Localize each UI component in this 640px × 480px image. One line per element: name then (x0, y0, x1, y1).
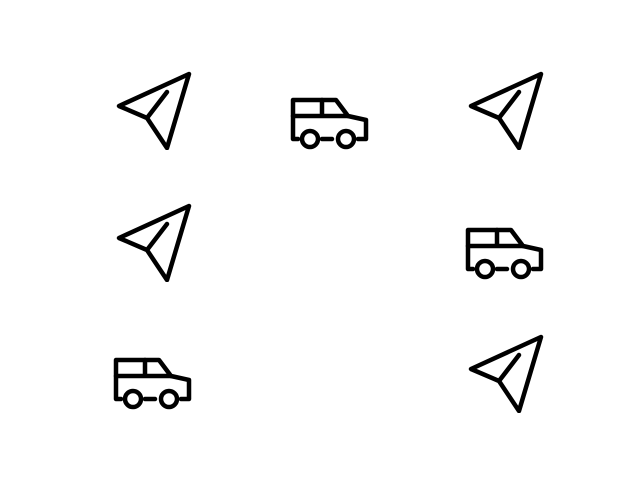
send-icon (465, 333, 545, 413)
send-icon (113, 70, 193, 150)
car-icon-graphic (290, 97, 369, 150)
send-icon (113, 202, 193, 282)
send-icon (465, 70, 545, 150)
car-icon-graphic (113, 357, 192, 410)
send-icon-graphic (468, 334, 544, 413)
send-icon-graphic (468, 71, 544, 150)
send-icon-graphic (116, 203, 192, 282)
car-icon (465, 214, 545, 294)
car-icon (290, 84, 370, 164)
send-icon-graphic (116, 71, 192, 150)
car-icon (113, 344, 193, 424)
car-icon-graphic (465, 227, 544, 280)
